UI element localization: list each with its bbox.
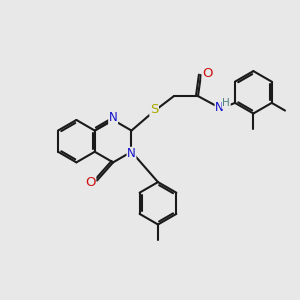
Text: N: N	[109, 111, 118, 124]
Text: O: O	[85, 176, 96, 189]
Text: S: S	[150, 103, 158, 116]
Text: N: N	[215, 100, 224, 113]
Text: H: H	[222, 98, 230, 108]
Text: N: N	[127, 147, 136, 160]
Text: O: O	[202, 67, 213, 80]
